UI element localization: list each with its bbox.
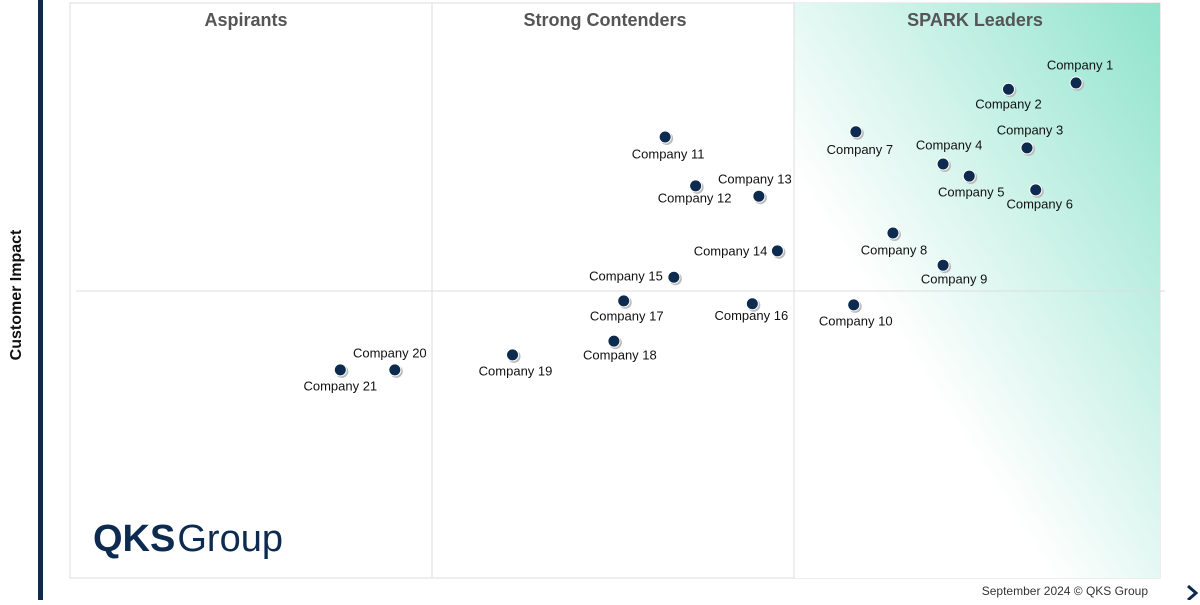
point xyxy=(936,258,950,272)
point xyxy=(745,297,759,311)
point xyxy=(770,244,784,258)
arrow xyxy=(1187,584,1199,602)
point-label: Company 16 xyxy=(714,308,788,323)
point-label: Company 19 xyxy=(479,363,553,378)
logo: QKSGroup xyxy=(93,518,283,560)
point-label: Company 15 xyxy=(589,269,663,284)
point-label: Company 8 xyxy=(861,242,927,257)
point-label: Company 17 xyxy=(590,308,664,323)
point-label: Company 18 xyxy=(583,348,657,363)
quadrant-title: SPARK Leaders xyxy=(907,10,1043,30)
quadrant-title: Strong Contenders xyxy=(523,10,686,30)
point xyxy=(617,294,631,308)
point-label: Company 2 xyxy=(975,97,1041,112)
point-label: Company 3 xyxy=(997,122,1063,137)
point xyxy=(849,125,863,139)
quadrant-title: Aspirants xyxy=(204,10,287,30)
point xyxy=(658,130,672,144)
point xyxy=(1029,183,1043,197)
point-label: Company 10 xyxy=(819,313,893,328)
point-label: Company 4 xyxy=(916,137,982,152)
point-label: Company 21 xyxy=(303,378,377,393)
point-label: Company 13 xyxy=(718,172,792,187)
point xyxy=(667,270,681,284)
point-label: Company 6 xyxy=(1006,196,1072,211)
point xyxy=(689,179,703,193)
point-label: Company 14 xyxy=(694,243,768,258)
footer: September 2024 © QKS Group xyxy=(982,584,1149,598)
logo-bold: QKS xyxy=(93,518,175,560)
y-axis-label: Customer Impact xyxy=(8,229,25,360)
point xyxy=(607,334,621,348)
point-label: Company 5 xyxy=(938,185,1004,200)
point-label: Company 7 xyxy=(827,142,893,157)
point xyxy=(388,363,402,377)
point-label: Company 9 xyxy=(921,272,987,287)
point xyxy=(1020,141,1034,155)
point xyxy=(962,169,976,183)
point xyxy=(1069,76,1083,90)
point-label: Company 12 xyxy=(658,190,732,205)
point xyxy=(333,363,347,377)
point xyxy=(847,298,861,312)
point-label: Company 20 xyxy=(353,345,427,360)
point xyxy=(752,189,766,203)
point xyxy=(506,348,520,362)
point xyxy=(936,157,950,171)
left-bar xyxy=(38,0,43,600)
logo-text: Group xyxy=(177,518,283,560)
point-label: Company 1 xyxy=(1047,57,1113,72)
point-label: Company 11 xyxy=(632,146,705,161)
point xyxy=(1001,82,1015,96)
point xyxy=(886,226,900,240)
